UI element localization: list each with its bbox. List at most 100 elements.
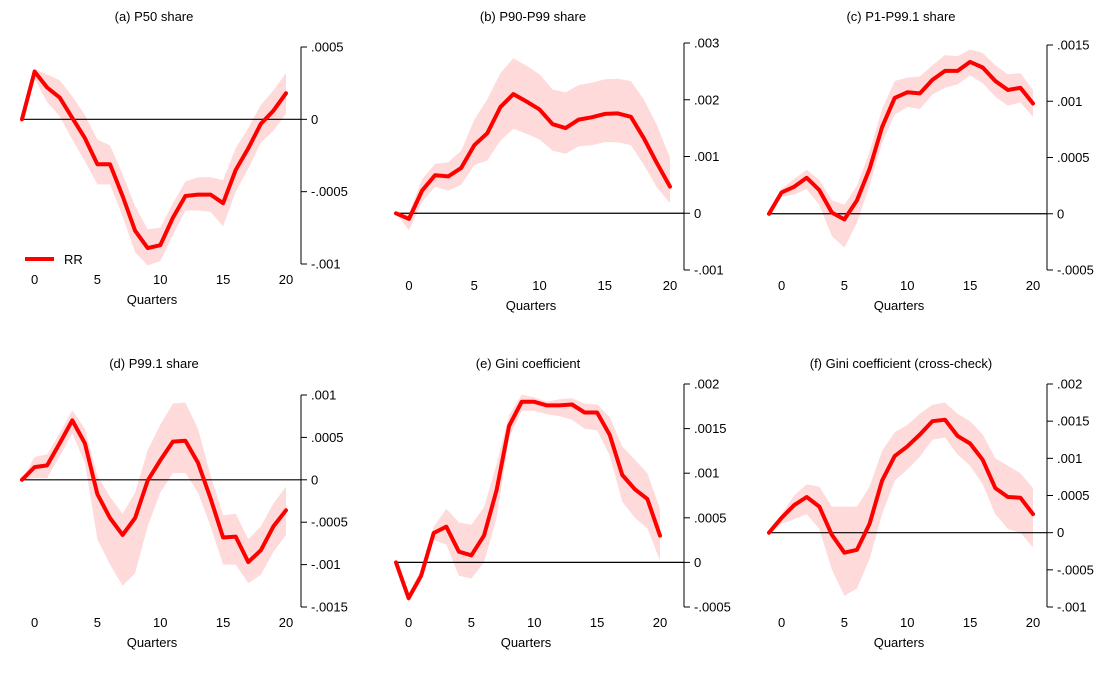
confidence-band xyxy=(396,58,670,231)
x-tick-label: 15 xyxy=(590,615,604,630)
x-tick-label: 10 xyxy=(900,278,914,293)
y-tick-label: -.001 xyxy=(1057,600,1087,615)
y-axis: .0005 0 -.0005 -.001 xyxy=(300,40,348,272)
x-tick-label: 0 xyxy=(405,615,412,630)
panel-b: (b) P90-P99 share .003 .002 .001 0 -.001 0 5 10 1… xyxy=(394,9,724,313)
series-line-rr xyxy=(767,59,1035,222)
y-tick-label: .002 xyxy=(694,377,719,392)
series-line-rr xyxy=(20,418,288,565)
x-tick-label: 20 xyxy=(1026,278,1040,293)
y-tick-label: -.001 xyxy=(694,263,724,278)
x-tick-label: 5 xyxy=(94,615,101,630)
confidence-band xyxy=(769,402,1033,596)
y-tick-label: .001 xyxy=(1057,451,1082,466)
y-axis: .002 .0015 .001 .0005 0 -.0005 -.001 xyxy=(1046,377,1094,615)
x-tick-label: 15 xyxy=(963,615,977,630)
y-tick-label: -.0005 xyxy=(311,184,348,199)
panel-title: (b) P90-P99 share xyxy=(480,9,586,24)
x-tick-label: 10 xyxy=(532,278,546,293)
y-tick-label: 0 xyxy=(694,555,701,570)
panel-d: (d) P99.1 share .001 .0005 0 -.0005 -.001 -.00… xyxy=(20,356,348,650)
y-tick-label: .001 xyxy=(311,388,336,403)
series-line-rr xyxy=(394,399,662,601)
x-tick-label: 0 xyxy=(405,278,412,293)
y-tick-label: -.0005 xyxy=(311,515,348,530)
x-tick-label: 0 xyxy=(31,272,38,287)
series-line-rr xyxy=(767,417,1035,555)
panel-f: (f) Gini coefficient (cross-check).002.0… xyxy=(767,356,1094,650)
x-tick-label: 5 xyxy=(94,272,101,287)
confidence-band xyxy=(769,49,1033,248)
x-tick-label: 5 xyxy=(841,615,848,630)
x-tick-label: 10 xyxy=(153,272,167,287)
y-axis: .003 .002 .001 0 -.001 xyxy=(683,36,724,278)
y-tick-label: -.0015 xyxy=(311,600,348,615)
y-tick-label: .002 xyxy=(694,92,719,107)
y-tick-label: -.0005 xyxy=(1057,562,1094,577)
x-axis: 0 5 10 15 20 Quarters xyxy=(405,278,677,313)
series-line-rr xyxy=(20,69,288,251)
x-axis-label: Quarters xyxy=(127,292,178,307)
y-tick-label: 0 xyxy=(311,472,318,487)
y-tick-label: .001 xyxy=(694,466,719,481)
x-tick-label: 5 xyxy=(841,278,848,293)
x-axis-label: Quarters xyxy=(874,298,925,313)
y-tick-label: .0005 xyxy=(694,510,727,525)
x-tick-label: 10 xyxy=(527,615,541,630)
x-tick-label: 10 xyxy=(900,615,914,630)
x-axis-label: Quarters xyxy=(874,635,925,650)
y-axis: .0015 .001 .0005 0 -.0005 xyxy=(1046,38,1094,278)
y-tick-label: .0015 xyxy=(1057,38,1090,53)
series-line-rr xyxy=(394,92,672,221)
y-tick-label: 0 xyxy=(311,112,318,127)
y-tick-label: .0005 xyxy=(1057,488,1090,503)
x-axis: 0 5 10 15 20 Quarters xyxy=(778,278,1040,313)
x-axis: 0 5 10 15 20 Quarters xyxy=(778,615,1040,650)
legend-label-rr: RR xyxy=(64,252,83,267)
y-axis: .002 .0015 .001 .0005 0 -.0005 xyxy=(683,377,731,615)
x-tick-label: 20 xyxy=(279,615,293,630)
y-tick-label: 0 xyxy=(1057,525,1064,540)
y-axis: .001 .0005 0 -.0005 -.001 -.0015 xyxy=(300,388,348,615)
x-axis: 0 5 10 15 20 Quarters xyxy=(31,615,293,650)
x-axis: 0 5 10 15 20 Quarters xyxy=(405,615,667,650)
y-tick-label: 0 xyxy=(1057,206,1064,221)
y-tick-label: .0005 xyxy=(311,430,344,445)
x-tick-label: 15 xyxy=(598,278,612,293)
y-tick-label: .001 xyxy=(1057,94,1082,109)
x-tick-label: 0 xyxy=(778,615,785,630)
x-axis-label: Quarters xyxy=(506,298,557,313)
x-tick-label: 0 xyxy=(31,615,38,630)
confidence-band xyxy=(22,68,286,266)
panel-c: (c) P1-P99.1 share .0015 .001 .0005 0 -.0005 0… xyxy=(767,9,1094,313)
y-tick-label: .0015 xyxy=(694,421,727,436)
x-tick-label: 5 xyxy=(468,615,475,630)
y-tick-label: 0 xyxy=(694,206,701,221)
panel-title: (f) Gini coefficient (cross-check) xyxy=(810,356,993,371)
y-tick-label: .001 xyxy=(694,149,719,164)
x-axis-label: Quarters xyxy=(127,635,178,650)
y-tick-label: .0005 xyxy=(1057,150,1090,165)
y-tick-label: .003 xyxy=(694,36,719,51)
panel-title: (e) Gini coefficient xyxy=(476,356,581,371)
y-tick-label: .0015 xyxy=(1057,414,1090,429)
x-axis: 0 5 10 15 20 Quarters xyxy=(31,272,293,307)
confidence-band xyxy=(396,394,660,603)
x-tick-label: 20 xyxy=(279,272,293,287)
x-tick-label: 15 xyxy=(216,615,230,630)
x-tick-label: 15 xyxy=(216,272,230,287)
x-tick-label: 20 xyxy=(1026,615,1040,630)
x-tick-label: 15 xyxy=(963,278,977,293)
y-tick-label: -.001 xyxy=(311,257,341,272)
y-tick-label: -.0005 xyxy=(1057,263,1094,278)
panel-title: (c) P1-P99.1 share xyxy=(846,9,955,24)
panel-e: (e) Gini coefficient .002 .0015 .001 .0005 0 -… xyxy=(394,356,731,650)
panel-title: (d) P99.1 share xyxy=(109,356,199,371)
x-tick-label: 20 xyxy=(663,278,677,293)
x-tick-label: 20 xyxy=(653,615,667,630)
x-axis-label: Quarters xyxy=(501,635,552,650)
y-tick-label: -.0005 xyxy=(694,600,731,615)
panel-title: (a) P50 share xyxy=(115,9,194,24)
x-tick-label: 5 xyxy=(471,278,478,293)
